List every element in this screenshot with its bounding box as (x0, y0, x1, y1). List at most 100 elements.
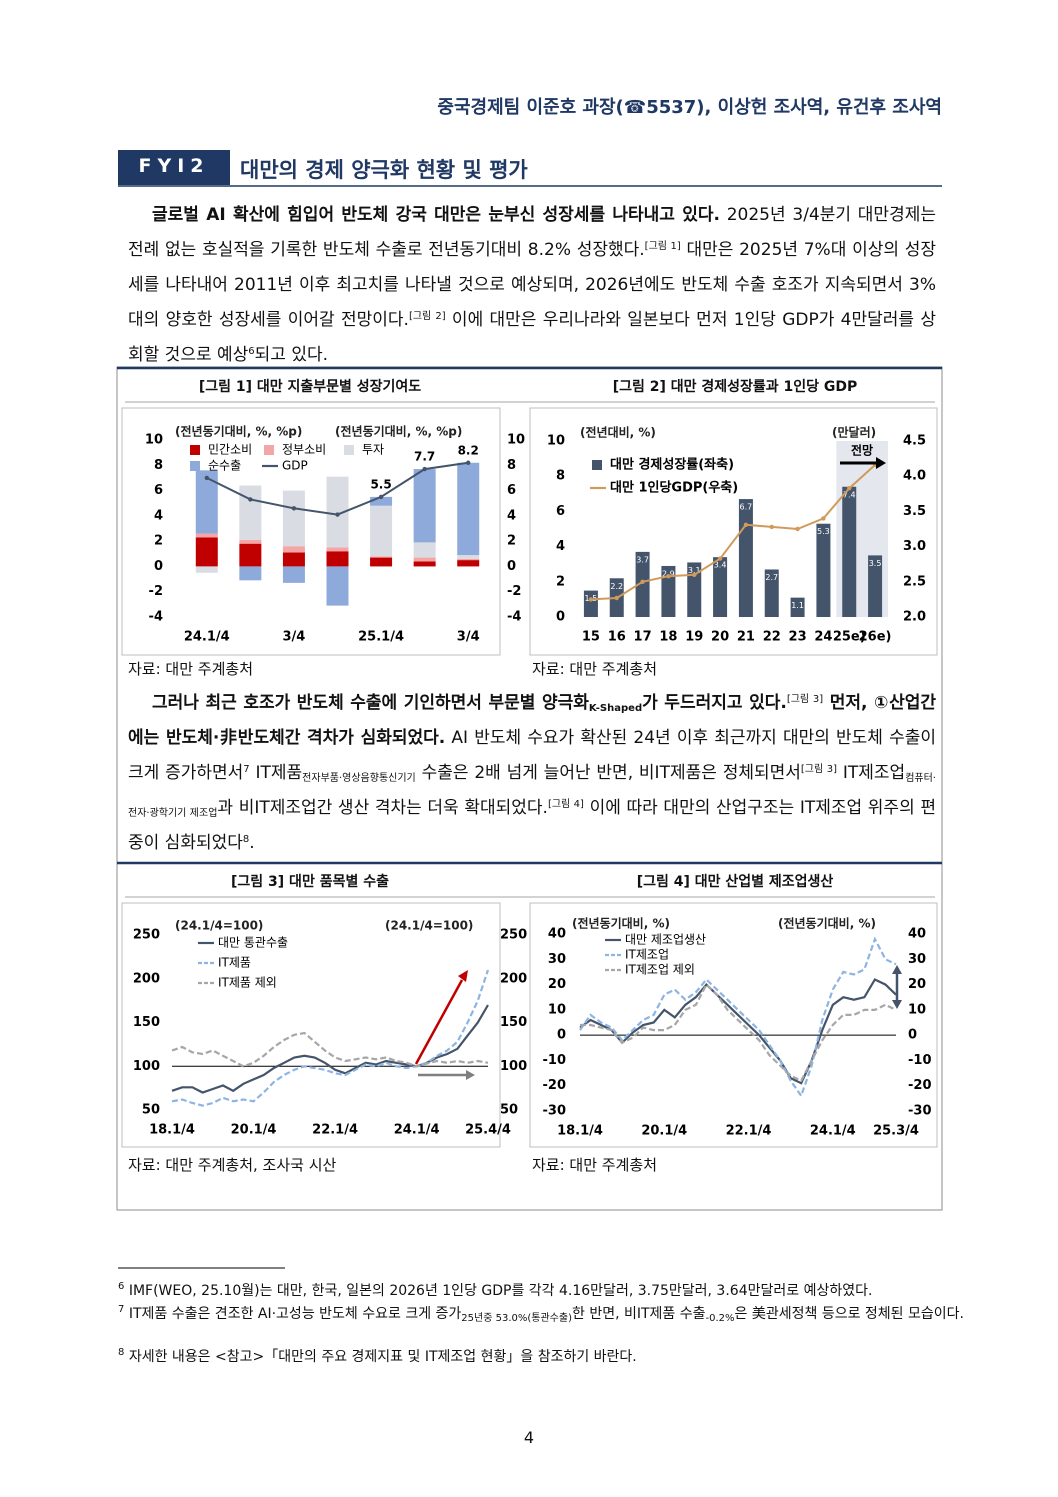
point (204, 475, 209, 481)
data-label: 2.7 (765, 573, 778, 582)
point (717, 556, 723, 561)
point (847, 485, 852, 491)
text-run: 되고 있다. (254, 345, 329, 365)
bar (370, 556, 393, 558)
text-run: 이에 대만은 우리나라와 일본보다 먼저 1인당 GDP가 4만달러를 상회할 … (128, 310, 937, 365)
bar (687, 562, 702, 617)
y-tick-label: 0 (154, 559, 163, 574)
bar (713, 557, 728, 617)
gap-arrow-head (892, 965, 902, 974)
data-label: 5.5 (370, 477, 391, 491)
bar (370, 557, 393, 567)
annotation-shapes (414, 457, 902, 1080)
y2-tick-label: 4.0 (903, 469, 926, 484)
section-label-box (118, 150, 230, 185)
y-tick-label: -2 (149, 584, 163, 599)
point (640, 579, 645, 584)
footnote: 6 IMF(WEO, 25.10월)는 대만, 한국, 일본의 2026년 1인… (118, 1282, 964, 1301)
y-tick-label: 150 (133, 1015, 160, 1030)
x-tick-label: 24.1/4 (184, 630, 230, 645)
legend-label: IT제조업 (625, 948, 669, 962)
y-tick-label: 20 (548, 977, 566, 992)
x-tick-label: 25.4/4 (465, 1123, 511, 1138)
data-label: 1.1 (791, 601, 804, 610)
y2-tick-label: 3.5 (903, 504, 926, 519)
data-label: 3.1 (688, 566, 701, 575)
bar (413, 557, 436, 562)
x-tick-label: 15 (582, 630, 600, 645)
point (588, 597, 594, 602)
bar (282, 552, 305, 567)
y2-tick-label: 2.5 (903, 574, 926, 589)
bar (195, 533, 218, 538)
x-tick-label: 24.1/4 (394, 1123, 440, 1138)
y-tick-label: 200 (133, 971, 160, 986)
figure-ref: [그림 4] (547, 799, 584, 810)
figure-source: 자료: 대만 주계총처, 조사국 시산 (128, 1156, 337, 1174)
y2-axis-label: (24.1/4=100) (385, 919, 473, 933)
chart-layer: (전년동기대비, %, %p) (전년동기대비, %, %p)-4-2024681… (133, 424, 932, 1139)
data-label: 6.7 (740, 503, 753, 512)
legend-swatch (592, 460, 602, 470)
bar (816, 523, 831, 617)
text-run: 수출은 2배 넘게 늘어난 반면, 비IT제품은 정체되면서 (415, 763, 801, 783)
text-run: 대만은 2025년 7%대 이상의 성장세를 나타내어 2011년 이후 최고치… (128, 240, 937, 330)
bar (457, 558, 480, 561)
figure-title: [그림 2] 대만 경제성장률과 1인당 GDP (612, 379, 858, 395)
point (466, 460, 471, 465)
legend-label: 대만 통관수출 (218, 936, 288, 950)
y-tick-label: 10 (548, 1002, 566, 1017)
y2-axis-label: (만달러) (832, 425, 876, 440)
bar (239, 543, 262, 567)
x-tick-label: 25e) (833, 630, 866, 645)
y-tick-label: 40 (548, 927, 566, 942)
point (666, 573, 671, 579)
bar (738, 499, 753, 617)
bar (195, 566, 218, 573)
y2-tick-label: -20 (908, 1078, 932, 1093)
data-label: 8.2 (458, 443, 479, 457)
point (248, 497, 253, 502)
y2-tick-label: 0 (908, 1028, 917, 1043)
y-axis-label: (24.1/4=100) (175, 919, 263, 933)
subscript: 전자부품·영상음향통신기기 (302, 773, 416, 784)
flat-arrow-head (466, 1070, 475, 1080)
legend-swatch (264, 445, 274, 455)
y2-tick-label: 250 (500, 928, 527, 943)
text-run: IMF(WEO, 25.10월)는 대만, 한국, 일본의 2026년 1인당 … (128, 1283, 873, 1299)
data-label: 3.5 (869, 559, 882, 568)
y2-tick-label: 3.0 (903, 539, 926, 554)
point (614, 595, 619, 601)
point (291, 506, 297, 511)
text-run: IT제품 수출은 견조한 AI·고성능 반도체 수요로 크게 증가 (128, 1306, 462, 1322)
text-run: . (249, 833, 255, 853)
point (821, 516, 826, 521)
footnote-number: 7 (118, 1304, 125, 1315)
point (795, 526, 800, 532)
paragraph: 그러나 최근 호조가 반도체 수출에 기인하면서 부문별 양극화K-Shaped… (128, 686, 936, 861)
point (743, 522, 749, 527)
data-label: 7.7 (414, 450, 435, 464)
point (378, 494, 384, 500)
bar (842, 486, 857, 617)
subscript: K-Shaped (588, 703, 643, 714)
trend-arrow (414, 979, 464, 1065)
legend-label: 대만 제조업생산 (625, 933, 706, 947)
section-title: 대만의 경제 양극화 현황 및 평가 (240, 158, 528, 182)
y2-tick-label: 30 (908, 952, 926, 967)
y-axis-label: (전년동기대비, %) (572, 916, 670, 931)
author-line: 중국경제팀 이준호 과장(☎5537), 이상헌 조사역, 유건후 조사역 (437, 97, 942, 118)
page-number: 4 (523, 1428, 535, 1447)
line (171, 969, 490, 1107)
subscript: -0.2% (705, 1313, 735, 1324)
line (171, 1004, 489, 1094)
section-label: FYI2 (138, 155, 210, 177)
y2-tick-label: 50 (500, 1103, 518, 1118)
chart-frame (529, 407, 938, 656)
paragraph: 글로벌 AI 확산에 힘입어 반도체 강국 대만은 눈부신 성장세를 나타내고 … (128, 198, 936, 373)
y-axis-label: (전년동기대비, %, %p) (175, 424, 302, 439)
legend-label: IT제품 제외 (218, 976, 277, 990)
y2-tick-label: 0 (507, 559, 516, 574)
bar (457, 560, 480, 567)
